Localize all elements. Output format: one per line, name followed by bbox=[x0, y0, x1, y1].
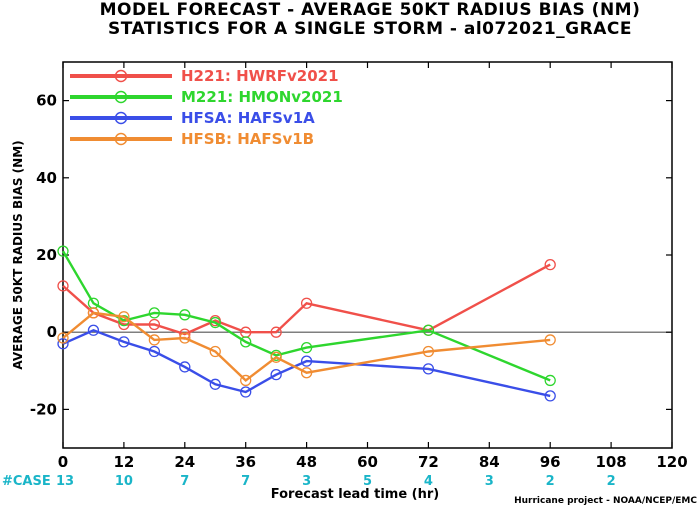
data-point bbox=[300, 297, 313, 309]
chart-title: MODEL FORECAST - AVERAGE 50KT RADIUS BIA… bbox=[99, 0, 641, 20]
legend-marker bbox=[114, 90, 128, 104]
data-point bbox=[118, 336, 130, 348]
data-point bbox=[57, 332, 69, 344]
data-point bbox=[544, 390, 556, 402]
data-point bbox=[422, 363, 435, 375]
case-count: 5 bbox=[363, 474, 372, 489]
y-tick-label: -20 bbox=[30, 400, 57, 418]
data-point bbox=[148, 334, 161, 346]
credit-text: Hurricane project - NOAA/NCEP/EMC bbox=[514, 496, 697, 506]
data-point bbox=[148, 318, 161, 331]
series-line bbox=[62, 263, 551, 336]
data-point bbox=[179, 332, 191, 344]
data-point bbox=[422, 324, 435, 336]
axes-layer: 0 12 24 36 48 60 72 84 96 108 120 -20 0 20 40 60 bbox=[30, 61, 688, 471]
legend: H221: HWRFv2021 M221: HMONv2021 HFSA: HAFS… bbox=[70, 67, 343, 148]
data-point bbox=[209, 378, 221, 390]
data-point bbox=[240, 374, 252, 387]
legend-label: H221: HWRFv2021 bbox=[181, 67, 339, 85]
y-tick-label: 40 bbox=[36, 169, 57, 187]
case-label: #CASE bbox=[2, 474, 51, 489]
case-count: 10 bbox=[115, 474, 133, 489]
series-layer bbox=[57, 245, 556, 402]
data-point bbox=[300, 367, 313, 379]
case-count: 13 bbox=[56, 474, 74, 489]
data-point bbox=[209, 345, 221, 358]
data-point bbox=[270, 351, 282, 363]
data-point bbox=[87, 324, 100, 336]
series-3 bbox=[57, 307, 556, 387]
data-point bbox=[270, 369, 282, 381]
data-point bbox=[209, 316, 221, 329]
data-point bbox=[300, 341, 313, 354]
legend-marker bbox=[114, 69, 128, 83]
data-point bbox=[270, 326, 282, 338]
x-tick-label: 12 bbox=[113, 453, 134, 471]
y-tick-label: 60 bbox=[36, 92, 57, 110]
data-point bbox=[118, 311, 130, 323]
data-point bbox=[300, 355, 313, 367]
legend-label: M221: HMONv2021 bbox=[181, 88, 343, 106]
x-tick-label: 48 bbox=[296, 453, 317, 471]
data-point bbox=[422, 345, 435, 358]
data-point bbox=[57, 338, 69, 350]
data-point bbox=[57, 245, 69, 257]
x-axis-label: Forecast lead time (hr) bbox=[271, 487, 439, 502]
case-count: 2 bbox=[546, 474, 555, 489]
series-2 bbox=[57, 324, 556, 402]
data-point bbox=[544, 334, 556, 346]
data-point bbox=[544, 374, 556, 387]
legend-marker bbox=[114, 132, 128, 146]
case-count: 3 bbox=[302, 474, 311, 489]
data-point bbox=[179, 309, 191, 321]
chart-subtitle: STATISTICS FOR A SINGLE STORM - al072021… bbox=[108, 19, 632, 39]
series-line bbox=[62, 329, 551, 398]
data-point bbox=[87, 307, 100, 319]
data-point bbox=[148, 307, 161, 319]
y-axis-label: AVERAGE 50KT RADIUS BIAS (NM) bbox=[11, 140, 25, 369]
x-tick-label: 120 bbox=[656, 453, 687, 471]
data-point bbox=[179, 361, 191, 373]
case-count: 7 bbox=[241, 474, 250, 489]
x-tick-label: 24 bbox=[174, 453, 195, 471]
x-tick-label: 96 bbox=[540, 453, 561, 471]
data-point bbox=[57, 280, 69, 292]
data-point bbox=[240, 386, 252, 398]
x-tick-label: 36 bbox=[235, 453, 256, 471]
y-tick-label: 20 bbox=[36, 246, 57, 264]
legend-label: HFSA: HAFSv1A bbox=[181, 109, 315, 127]
x-tick-label: 108 bbox=[595, 453, 626, 471]
labels-layer: AVERAGE 50KT RADIUS BIAS (NM) Forecast l… bbox=[2, 140, 697, 506]
case-count: 4 bbox=[424, 474, 433, 489]
case-count: 3 bbox=[485, 474, 494, 489]
case-count: 2 bbox=[607, 474, 616, 489]
case-count: 7 bbox=[180, 474, 189, 489]
data-point bbox=[148, 345, 161, 358]
legend-label: HFSB: HAFSv1B bbox=[181, 130, 314, 148]
series-1 bbox=[57, 245, 556, 387]
x-tick-label: 0 bbox=[58, 453, 68, 471]
series-0 bbox=[57, 258, 556, 340]
data-point bbox=[544, 258, 556, 271]
x-tick-label: 60 bbox=[357, 453, 378, 471]
data-point bbox=[240, 336, 252, 348]
x-tick-label: 72 bbox=[418, 453, 439, 471]
legend-marker bbox=[114, 111, 128, 125]
x-tick-label: 84 bbox=[479, 453, 500, 471]
y-tick-label: 0 bbox=[47, 323, 57, 341]
series-line bbox=[62, 311, 551, 382]
